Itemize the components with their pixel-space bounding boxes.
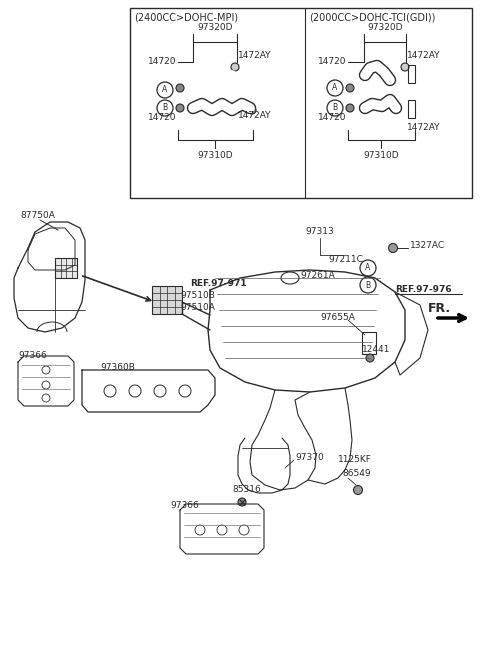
Text: 97320D: 97320D [367,23,403,32]
Text: 97510A: 97510A [180,303,215,312]
Text: 97313: 97313 [305,227,334,237]
Text: A: A [332,84,337,93]
Text: 97320D: 97320D [197,23,233,32]
Circle shape [248,106,256,114]
Text: FR.: FR. [428,301,451,314]
Text: 97310D: 97310D [363,150,399,159]
Text: B: B [162,104,168,113]
Bar [130,8,472,198]
Circle shape [401,63,409,71]
Text: B: B [333,104,337,113]
Text: 1472AY: 1472AY [238,51,272,60]
Bar [152,286,182,314]
Text: 97655A: 97655A [320,314,355,323]
Text: 86549: 86549 [342,470,371,478]
Text: 1472AY: 1472AY [407,124,441,132]
Circle shape [388,244,397,253]
Text: 97211C: 97211C [328,255,363,264]
Bar [408,65,415,83]
Text: 12441: 12441 [362,345,390,354]
Text: 1472AY: 1472AY [407,51,441,60]
Circle shape [353,485,362,494]
Bar [408,100,415,118]
Text: (2400CC>DOHC-MPI): (2400CC>DOHC-MPI) [134,13,238,23]
Text: 87750A: 87750A [20,211,55,220]
Circle shape [366,354,374,362]
Text: 85316: 85316 [232,485,261,494]
Text: (2000CC>DOHC-TCI(GDI)): (2000CC>DOHC-TCI(GDI)) [309,13,435,23]
Circle shape [231,63,239,71]
Bar [362,332,376,354]
Text: 97370: 97370 [295,454,324,463]
Text: 97366: 97366 [18,351,47,360]
Text: 1125KF: 1125KF [338,456,372,465]
Text: 1327AC: 1327AC [410,242,445,251]
Text: 14720: 14720 [148,113,177,122]
Text: 1472AY: 1472AY [238,111,272,119]
Text: A: A [365,264,371,273]
Circle shape [238,498,246,506]
Text: 97360B: 97360B [100,364,135,373]
Text: B: B [365,281,371,290]
Text: 14720: 14720 [148,58,177,67]
Text: 14720: 14720 [318,58,347,67]
Text: 97510B: 97510B [180,292,215,301]
Bar [55,258,77,278]
Text: 97310D: 97310D [197,150,233,159]
Text: REF.97-976: REF.97-976 [395,286,452,294]
Circle shape [346,84,354,92]
Text: 97261A: 97261A [300,270,335,279]
Circle shape [176,84,184,92]
Text: REF.97-971: REF.97-971 [190,279,247,288]
Text: A: A [162,86,168,95]
Circle shape [176,104,184,112]
Text: 97366: 97366 [170,500,199,509]
Circle shape [346,104,354,112]
Text: 14720: 14720 [318,113,347,122]
